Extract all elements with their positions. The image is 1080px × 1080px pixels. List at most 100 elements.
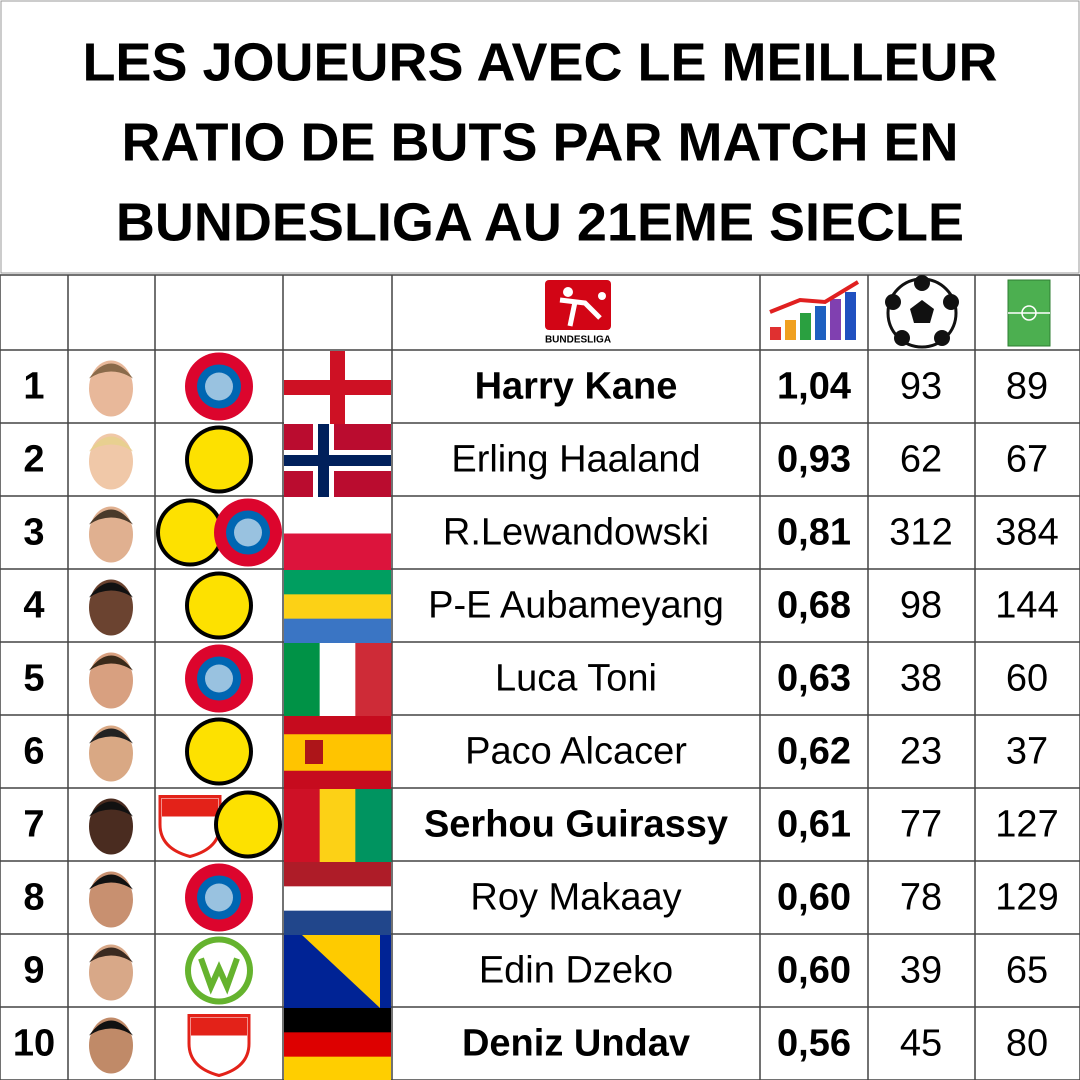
rank: 9 <box>23 950 44 992</box>
matches: 384 <box>995 512 1058 554</box>
ratio-icon-arrow <box>769 280 860 314</box>
flag-stripe <box>284 1056 391 1080</box>
player-name: P-E Aubameyang <box>428 585 724 627</box>
rank: 5 <box>23 658 44 700</box>
flag-stripe <box>284 643 321 716</box>
flag-stripe <box>284 910 391 936</box>
flag-stripe <box>355 643 392 716</box>
goals: 93 <box>900 366 942 408</box>
matches: 37 <box>1006 731 1048 773</box>
logo-ball <box>598 292 606 300</box>
goal-ratio: 0,56 <box>777 1023 851 1065</box>
player-photo <box>89 506 133 563</box>
ball-icon-patch <box>885 294 901 310</box>
matches: 129 <box>995 877 1058 919</box>
player-hair <box>89 874 133 890</box>
goal-ratio: 0,61 <box>777 804 851 846</box>
club-crest-inner <box>218 794 278 855</box>
title-line: RATIO DE BUTS PAR MATCH EN <box>122 112 959 172</box>
player-photo <box>89 579 133 636</box>
player-name: R.Lewandowski <box>443 512 709 554</box>
goal-ratio: 0,60 <box>777 950 851 992</box>
goals: 77 <box>900 804 942 846</box>
player-hair <box>89 655 133 671</box>
club-crest-w <box>198 957 240 995</box>
goals: 38 <box>900 658 942 700</box>
club-crest-diamond <box>234 518 262 547</box>
player-photo <box>89 433 133 490</box>
ratio-icon-bar <box>785 320 796 340</box>
goals: 62 <box>900 439 942 481</box>
title-line: LES JOUEURS AVEC LE MEILLEUR <box>82 32 997 92</box>
goals: 98 <box>900 585 942 627</box>
logo-figure <box>559 297 602 327</box>
rank: 1 <box>23 366 44 408</box>
flag-stripe <box>284 1008 391 1033</box>
club-crest-inner <box>189 721 249 782</box>
flag-stripe <box>355 789 392 862</box>
flag-stripe <box>284 533 391 571</box>
club-crest-diamond <box>205 883 233 912</box>
rank: 7 <box>23 804 44 846</box>
bundesliga-logo <box>545 280 611 330</box>
rank: 4 <box>23 585 44 627</box>
goal-ratio: 1,04 <box>777 366 851 408</box>
goals: 39 <box>900 950 942 992</box>
player-name: Deniz Undav <box>462 1023 690 1065</box>
player-hair <box>89 1020 133 1036</box>
matches: 65 <box>1006 950 1048 992</box>
logo-text: BUNDESLIGA <box>545 335 611 346</box>
goal-ratio: 0,60 <box>777 877 851 919</box>
player-name: Paco Alcacer <box>465 731 687 773</box>
flag-cross <box>330 351 345 424</box>
rank: 10 <box>13 1023 55 1065</box>
goals: 78 <box>900 877 942 919</box>
goal-ratio: 0,68 <box>777 585 851 627</box>
goals: 312 <box>889 512 952 554</box>
player-hair <box>89 582 133 598</box>
matches: 60 <box>1006 658 1048 700</box>
ratio-icon-bar <box>815 306 826 340</box>
player-name: Serhou Guirassy <box>424 804 728 846</box>
flag-stripe <box>284 752 391 772</box>
player-photo <box>89 360 133 417</box>
player-name: Luca Toni <box>495 658 657 700</box>
player-hair <box>89 947 133 963</box>
goal-ratio: 0,63 <box>777 658 851 700</box>
goal-ratio: 0,81 <box>777 512 851 554</box>
flag-stripe <box>284 789 321 862</box>
goals: 23 <box>900 731 942 773</box>
player-hair <box>89 728 133 744</box>
ratio-icon-bar <box>800 313 811 340</box>
player-photo <box>89 725 133 782</box>
goals: 45 <box>900 1023 942 1065</box>
goal-ratio: 0,93 <box>777 439 851 481</box>
flag-emblem <box>305 740 323 764</box>
matches: 144 <box>995 585 1058 627</box>
club-crest-band <box>162 798 218 817</box>
rank: 6 <box>23 731 44 773</box>
ratio-icon-bar <box>770 327 781 340</box>
matches: 127 <box>995 804 1058 846</box>
rank: 3 <box>23 512 44 554</box>
player-photo <box>89 798 133 855</box>
player-photo <box>89 871 133 928</box>
player-hair <box>89 509 133 525</box>
matches: 89 <box>1006 366 1048 408</box>
club-crest-diamond <box>205 664 233 693</box>
flag-stripe <box>319 789 356 862</box>
title-frame <box>0 0 1080 274</box>
ball-icon-patch <box>943 294 959 310</box>
flag-stripe <box>284 570 391 595</box>
flag-cross <box>284 455 391 466</box>
flag-stripe <box>284 862 391 887</box>
ball-icon-patch <box>894 330 910 346</box>
ball-icon-patch <box>934 330 950 346</box>
flag-stripe <box>284 1032 391 1058</box>
flag-stripe <box>284 734 391 753</box>
flag-stripe <box>319 643 356 716</box>
matches: 80 <box>1006 1023 1048 1065</box>
flag-stripe <box>284 770 391 790</box>
